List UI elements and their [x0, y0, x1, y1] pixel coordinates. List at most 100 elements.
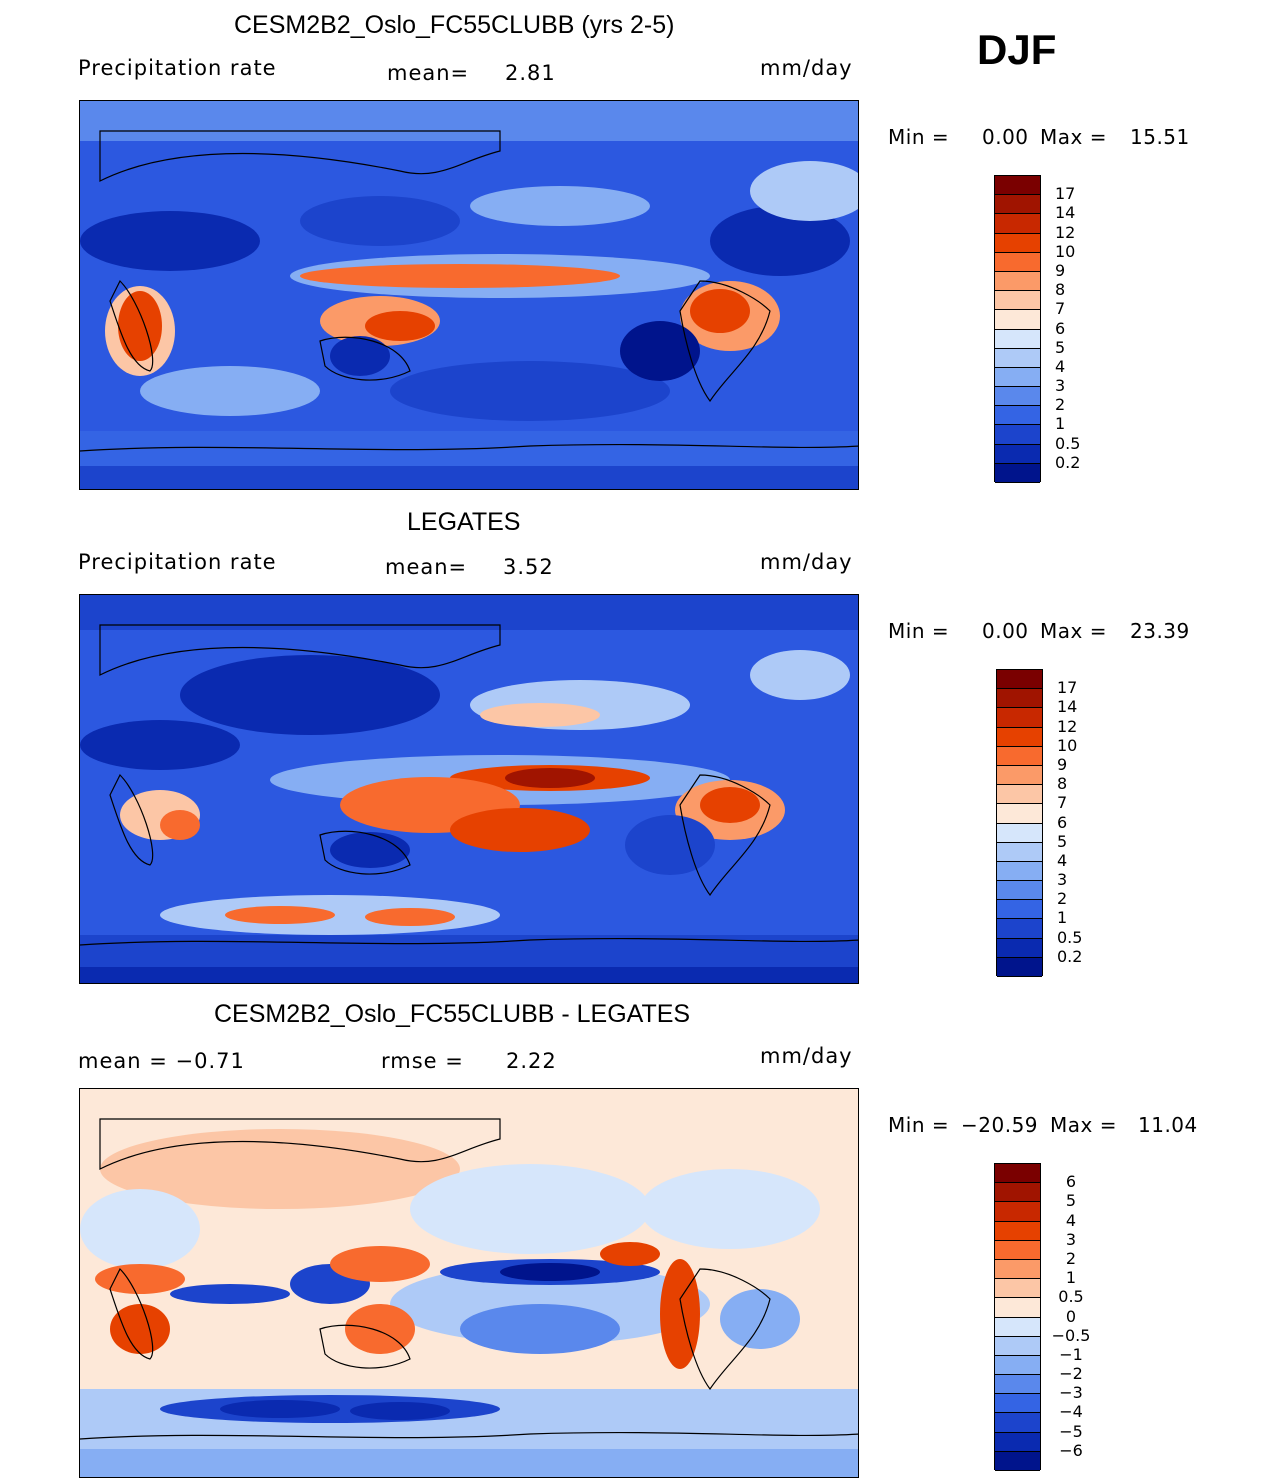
colorbar-swatch	[995, 233, 1040, 253]
colorbar-tick-label: 9	[1057, 754, 1068, 774]
colorbar-tick-label: 5	[1057, 831, 1068, 851]
colorbar-tick-label: 2	[1057, 889, 1068, 909]
colorbar-swatch	[995, 271, 1040, 292]
colorbar-swatch	[997, 727, 1042, 747]
colorbar-tick-label: 1	[1057, 908, 1068, 928]
panel-1-precip-field	[80, 101, 858, 489]
panel-1-min-label: Min =	[888, 125, 950, 149]
colorbar-tick-label: 10	[1057, 735, 1078, 755]
colorbar-swatch	[995, 406, 1040, 426]
colorbar-tick-label: 14	[1055, 203, 1076, 223]
colorbar-tick-label: 6	[1055, 318, 1066, 338]
panel-3-min-label: Min =	[888, 1113, 950, 1137]
colorbar-tick-label: 0.5	[1058, 1287, 1084, 1307]
panel-2-units: mm/day	[760, 550, 853, 574]
colorbar-tick-label: −3	[1059, 1383, 1083, 1403]
colorbar-tick-label: 8	[1055, 280, 1066, 300]
colorbar-swatch	[997, 765, 1042, 786]
colorbar-tick-label: 0.5	[1057, 927, 1083, 947]
colorbar-tick-label: 1	[1055, 414, 1066, 434]
colorbar-tick-label: 5	[1065, 1191, 1077, 1211]
panel-1-max-label: Max =	[1040, 125, 1107, 149]
panel-2-variable-label: Precipitation rate	[78, 550, 277, 574]
colorbar-tick-label: 3	[1057, 870, 1068, 890]
colorbar-swatch	[995, 1451, 1040, 1471]
panel-3-min-value: −20.59	[961, 1113, 1039, 1137]
panel-2-precip-field	[80, 595, 858, 983]
colorbar-tick-label: 0.2	[1055, 452, 1081, 472]
colorbar-swatch	[997, 938, 1042, 958]
colorbar-swatch	[995, 463, 1040, 483]
colorbar-tick-label: 0.5	[1055, 433, 1081, 453]
colorbar-tick-label: 17	[1057, 678, 1078, 698]
colorbar-tick-label: 10	[1055, 241, 1076, 261]
colorbar-swatch	[995, 291, 1040, 311]
colorbar-swatch	[997, 842, 1042, 862]
panel-3-units: mm/day	[760, 1044, 853, 1068]
colorbar-tick-label: 2	[1065, 1248, 1077, 1268]
colorbar-tick-label: −1	[1059, 1344, 1083, 1364]
colorbar-swatch	[995, 195, 1040, 215]
panel-2-mean-value: 3.52	[503, 555, 554, 579]
panel-3-difference-field	[80, 1089, 858, 1477]
panel-3-map	[79, 1088, 859, 1478]
panel-3-max-label: Max =	[1050, 1113, 1117, 1137]
colorbar-tick-label: 12	[1057, 716, 1078, 736]
colorbar-tick-label: 9	[1055, 260, 1066, 280]
panel-1-map	[79, 100, 859, 490]
colorbar-swatch	[997, 861, 1042, 882]
colorbar-swatch	[995, 1317, 1040, 1337]
colorbar-swatch	[997, 708, 1042, 728]
panel-1-min-value: 0.00	[982, 125, 1029, 149]
panel-1-colorbar	[994, 175, 1041, 483]
colorbar-swatch	[995, 329, 1040, 349]
panel-1-units: mm/day	[760, 56, 853, 80]
panel-3-rmse-value: 2.22	[506, 1049, 557, 1073]
colorbar-swatch	[997, 919, 1042, 939]
panel-3-title: CESM2B2_Oslo_FC55CLUBB - LEGATES	[214, 1000, 691, 1028]
colorbar-tick-label: −5	[1059, 1421, 1083, 1441]
colorbar-swatch	[995, 1375, 1040, 1395]
colorbar-swatch	[995, 1259, 1040, 1280]
colorbar-tick-label: 4	[1057, 850, 1068, 870]
colorbar-tick-label: 6	[1065, 1172, 1077, 1192]
colorbar-swatch	[995, 1279, 1040, 1299]
panel-3-colorbar	[994, 1163, 1041, 1471]
colorbar-swatch	[995, 1394, 1040, 1414]
colorbar-tick-label: −6	[1059, 1440, 1083, 1460]
colorbar-swatch	[997, 900, 1042, 920]
colorbar-tick-label: 2	[1055, 395, 1066, 415]
colorbar-swatch	[995, 1413, 1040, 1433]
colorbar-tick-label: −4	[1059, 1402, 1083, 1422]
colorbar-tick-label: 6	[1057, 812, 1068, 832]
panel-2-max-value: 23.39	[1130, 619, 1190, 643]
colorbar-swatch	[995, 1183, 1040, 1203]
colorbar-tick-label: 4	[1055, 356, 1066, 376]
colorbar-swatch	[995, 214, 1040, 234]
panel-1-max-value: 15.51	[1130, 125, 1190, 149]
panel-1-mean-label: mean=	[387, 61, 470, 85]
colorbar-swatch	[995, 1164, 1040, 1184]
colorbar-swatch	[995, 176, 1040, 196]
panel-1-variable-label: Precipitation rate	[78, 56, 277, 80]
colorbar-swatch	[995, 1298, 1040, 1318]
colorbar-swatch	[995, 1202, 1040, 1222]
colorbar-tick-label: −0.5	[1051, 1325, 1091, 1345]
colorbar-swatch	[997, 957, 1042, 977]
colorbar-tick-label: 5	[1055, 337, 1066, 357]
panel-2-max-label: Max =	[1040, 619, 1107, 643]
colorbar-swatch	[995, 444, 1040, 464]
colorbar-tick-label: 17	[1055, 184, 1076, 204]
colorbar-swatch	[995, 425, 1040, 445]
colorbar-tick-label: 8	[1057, 774, 1068, 794]
colorbar-tick-label: 7	[1055, 299, 1066, 319]
panel-3-mean-label: mean = −0.71	[78, 1049, 245, 1073]
colorbar-swatch	[997, 881, 1042, 901]
colorbar-swatch	[997, 689, 1042, 709]
colorbar-swatch	[995, 387, 1040, 407]
panel-1-mean-value: 2.81	[505, 61, 556, 85]
colorbar-tick-label: 3	[1055, 376, 1066, 396]
panel-2-mean-label: mean=	[385, 555, 468, 579]
colorbar-swatch	[997, 823, 1042, 843]
colorbar-swatch	[995, 252, 1040, 272]
